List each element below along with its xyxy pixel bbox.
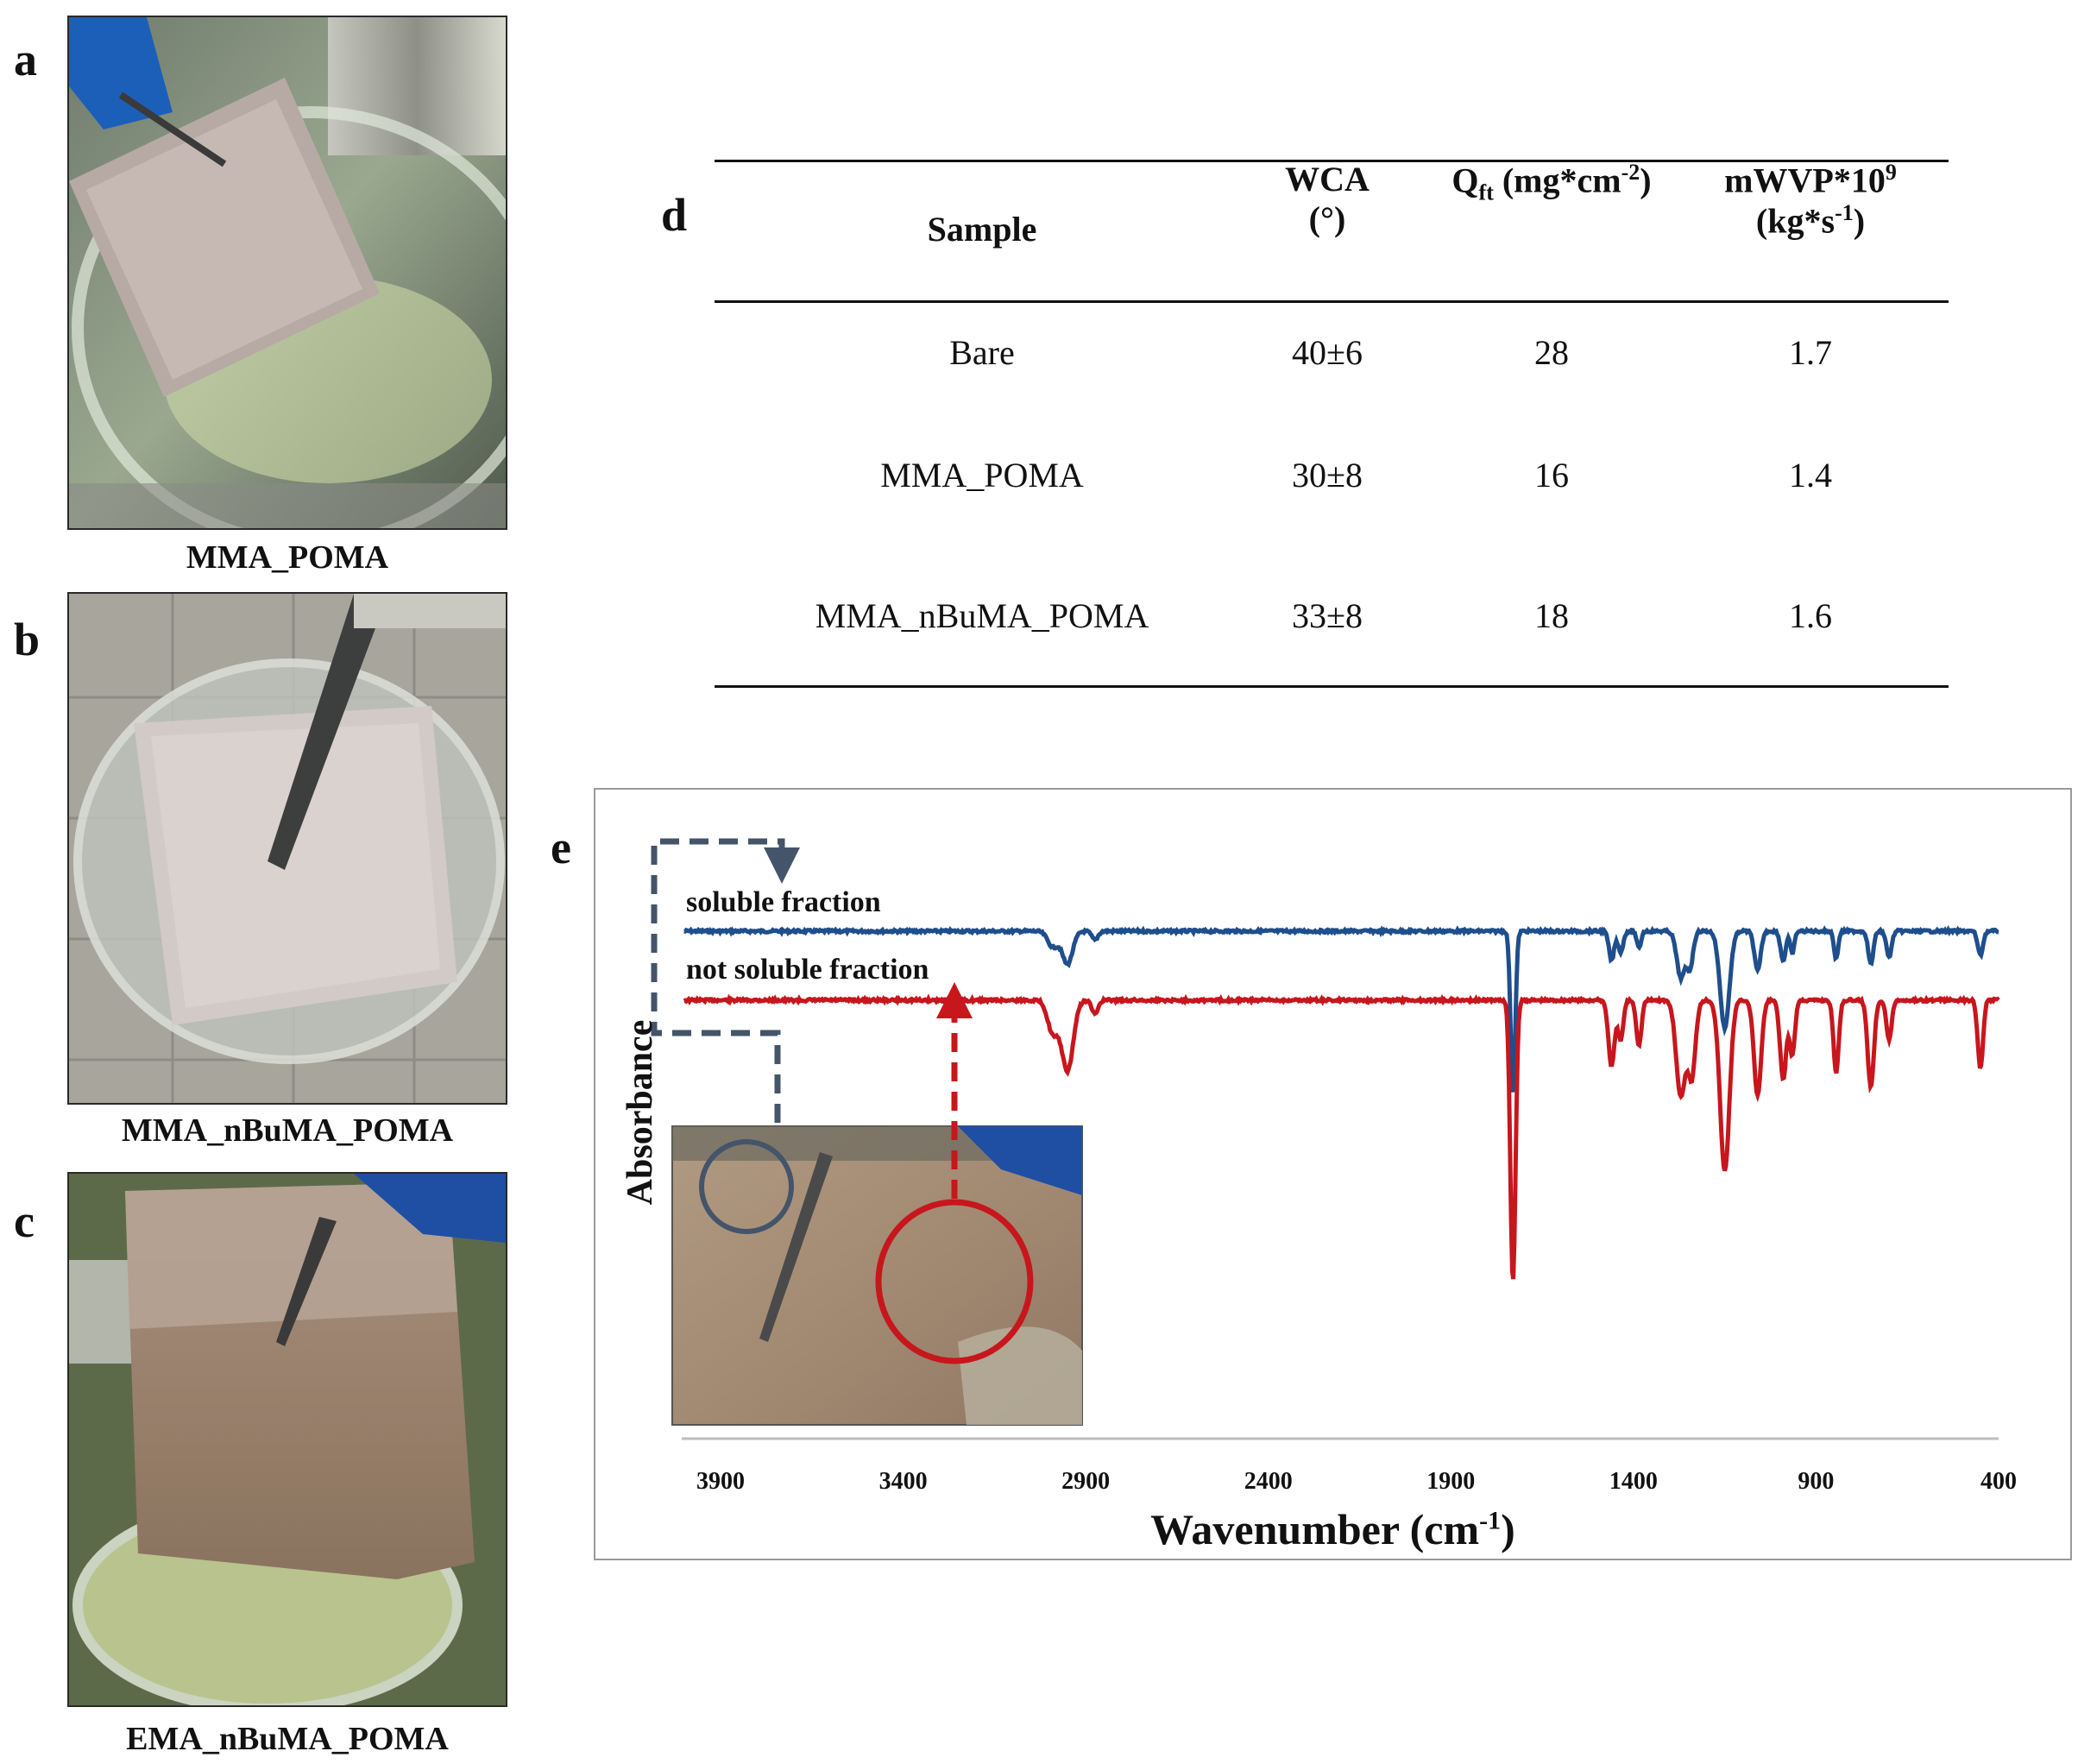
cell-qft-bare: 28 — [1534, 333, 1569, 372]
soluble-circle — [699, 1139, 794, 1234]
x-tick-label-1400: 1400 — [1609, 1468, 1658, 1495]
header-mwvp-sup: 9 — [1885, 160, 1897, 185]
ftir-chart-svg: 3900 3400 2900 2400 1900 1400 900 400 — [651, 838, 2017, 1495]
panel-label-c: c — [14, 1195, 35, 1247]
photo-ema-nbuma-poma — [67, 1172, 507, 1707]
x-axis-label-main: Wavenumber (cm — [1150, 1505, 1480, 1553]
table-top-rule — [715, 160, 1949, 162]
caption-b: MMA_nBuMA_POMA — [121, 1112, 454, 1149]
header-qft: Qft (mg*cm-2) — [1422, 160, 1681, 205]
series-line-soluble-fraction — [683, 924, 1999, 1093]
series-line-not-soluble-fraction — [683, 993, 2000, 1280]
header-mwvp: mWVP*109 (kg*s-1) — [1681, 160, 1940, 242]
cell-qft-mma-poma: 16 — [1534, 456, 1569, 495]
cell-wca-mma-poma: 30±8 — [1292, 456, 1363, 495]
photo-a-illustration — [69, 17, 506, 528]
soluble-dashed-arrow — [651, 838, 800, 1123]
photo-mma-poma — [67, 16, 507, 530]
cell-mwvp-mma-nbuma-poma: 1.6 — [1789, 596, 1832, 635]
header-mwvp-line2b: ) — [1853, 201, 1866, 241]
cell-wca-bare: 40±6 — [1292, 333, 1363, 372]
cell-mwvp-mma-poma: 1.4 — [1789, 456, 1832, 495]
header-qft-sub: ft — [1478, 180, 1494, 205]
table-header-rule — [715, 300, 1949, 303]
header-sample: Sample — [927, 210, 1037, 249]
panel-label-d: d — [661, 189, 688, 241]
x-tick-label-2900: 2900 — [1061, 1468, 1110, 1495]
x-tick-label-3900: 3900 — [696, 1468, 745, 1495]
not-soluble-circle — [875, 1199, 1034, 1364]
cell-qft-mma-nbuma-poma: 18 — [1534, 596, 1569, 635]
header-qft-q: Q — [1451, 161, 1479, 200]
properties-table: Sample WCA (°) Qft (mg*cm-2) mWVP*109 (k… — [715, 160, 1949, 688]
photo-b-illustration — [69, 594, 506, 1103]
x-tick-label-1900: 1900 — [1426, 1468, 1475, 1495]
x-axis-ticks: 3900 3400 2900 2400 1900 1400 900 400 — [696, 1468, 2017, 1495]
x-axis-label: Wavenumber (cm-1) — [595, 1504, 2070, 1554]
header-wca-line2: (°) — [1308, 199, 1346, 238]
cell-sample-bare: Bare — [949, 333, 1015, 372]
cell-mwvp-bare: 1.7 — [1789, 333, 1832, 372]
x-tick-label-3400: 3400 — [879, 1468, 928, 1495]
header-qft-close: ) — [1640, 161, 1652, 200]
x-tick-label-900: 900 — [1798, 1468, 1834, 1495]
caption-c: EMA_nBuMA_POMA — [126, 1721, 449, 1757]
x-tick-label-2400: 2400 — [1244, 1468, 1293, 1495]
y-axis-label: Absorbance — [620, 1019, 660, 1206]
photo-c-illustration — [69, 1174, 506, 1705]
header-mwvp-line1: mWVP*10 — [1724, 161, 1886, 200]
inset-photo — [671, 1125, 1083, 1426]
cell-sample-mma-nbuma-poma: MMA_nBuMA_POMA — [815, 596, 1149, 635]
header-wca-line1: WCA — [1285, 160, 1370, 198]
legend-not-soluble-fraction: not soluble fraction — [686, 954, 929, 986]
header-mwvp-line2sup: -1 — [1835, 200, 1854, 226]
x-axis-label-sup: -1 — [1479, 1506, 1502, 1535]
header-qft-sup: -2 — [1621, 160, 1640, 185]
panel-label-e: e — [551, 822, 571, 873]
table-bottom-rule — [715, 685, 1949, 688]
panel-label-b: b — [14, 614, 41, 665]
photo-mma-nbuma-poma — [67, 592, 507, 1105]
header-qft-unit: (mg*cm — [1493, 161, 1621, 200]
ftir-spectrum-panel: 3900 3400 2900 2400 1900 1400 900 400 soluble f… — [594, 788, 2072, 1560]
header-wca: WCA (°) — [1232, 160, 1422, 239]
cell-sample-mma-poma: MMA_POMA — [880, 456, 1084, 495]
panel-label-a: a — [14, 34, 37, 85]
x-axis-label-close: ) — [1501, 1505, 1515, 1553]
caption-a: MMA_POMA — [186, 539, 389, 576]
header-mwvp-line2a: (kg*s — [1755, 201, 1836, 241]
x-tick-label-400: 400 — [1980, 1468, 2017, 1495]
legend-soluble-fraction: soluble fraction — [686, 886, 881, 918]
cell-wca-mma-nbuma-poma: 33±8 — [1292, 596, 1363, 635]
